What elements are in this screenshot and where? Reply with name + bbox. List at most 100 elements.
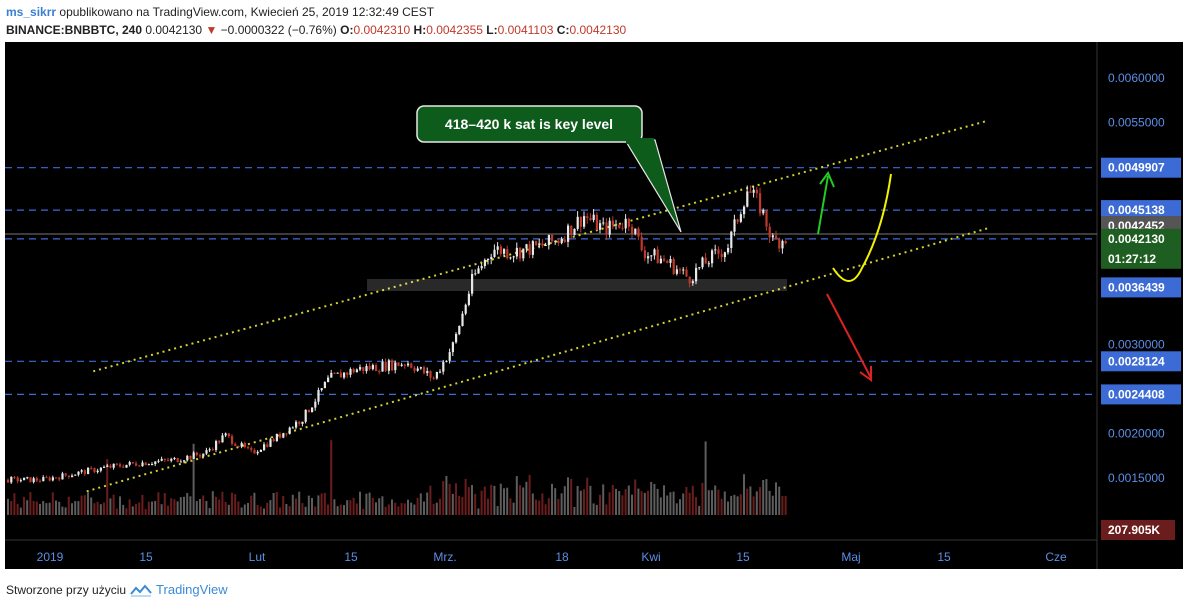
volume-bar bbox=[163, 493, 166, 515]
candle bbox=[269, 439, 272, 447]
volume-bar bbox=[461, 497, 464, 515]
candle bbox=[563, 239, 566, 242]
volume-bar bbox=[362, 508, 365, 515]
projected-path-curve[interactable] bbox=[832, 173, 892, 282]
channel-lower-line[interactable] bbox=[86, 227, 989, 493]
candle bbox=[611, 220, 614, 226]
countdown-tag bbox=[1101, 248, 1181, 269]
volume-bar bbox=[195, 501, 198, 515]
candle bbox=[711, 250, 714, 264]
volume-bar bbox=[304, 506, 307, 515]
level-price-tag-text: 0.0045138 bbox=[1108, 203, 1165, 217]
candle bbox=[253, 449, 256, 454]
candle bbox=[589, 218, 592, 220]
volume-bar bbox=[93, 503, 96, 515]
candle bbox=[544, 245, 547, 246]
volume-bar bbox=[615, 488, 617, 515]
candle bbox=[336, 372, 339, 374]
candle bbox=[714, 249, 717, 251]
volume-bar bbox=[346, 500, 349, 515]
volume-bar bbox=[432, 503, 435, 515]
candle bbox=[474, 273, 477, 275]
candle bbox=[615, 224, 618, 226]
volume-bar bbox=[151, 501, 153, 515]
level-price-tag bbox=[1101, 200, 1181, 221]
candle bbox=[435, 372, 438, 379]
volume-bar bbox=[199, 499, 201, 515]
callout-box[interactable] bbox=[416, 105, 643, 143]
footer-text: Stworzone przy użyciu bbox=[6, 582, 127, 597]
volume-bar bbox=[231, 492, 233, 515]
volume-bar bbox=[419, 493, 422, 515]
bearish-arrow[interactable] bbox=[826, 293, 872, 379]
candle bbox=[375, 365, 378, 371]
candle bbox=[595, 214, 598, 230]
tradingview-logo-icon[interactable] bbox=[130, 583, 152, 597]
candle bbox=[330, 372, 333, 378]
volume-bar bbox=[547, 498, 550, 515]
candle bbox=[576, 216, 579, 229]
volume-bar bbox=[711, 490, 713, 515]
candle bbox=[583, 216, 586, 227]
volume-bar bbox=[106, 459, 109, 515]
volume-bar bbox=[407, 499, 409, 515]
candle bbox=[541, 243, 544, 246]
candle bbox=[141, 462, 144, 467]
candle bbox=[723, 252, 726, 258]
candle bbox=[51, 477, 54, 481]
channel-upper-line[interactable] bbox=[92, 119, 989, 373]
volume-bar bbox=[570, 478, 573, 515]
candle bbox=[675, 269, 678, 274]
volume-bar bbox=[371, 497, 374, 515]
candle bbox=[432, 377, 435, 379]
volume-bar bbox=[471, 485, 473, 515]
volume-bar bbox=[717, 489, 720, 515]
candle bbox=[659, 258, 662, 264]
candle bbox=[688, 276, 691, 284]
volume-bar bbox=[208, 508, 211, 515]
volume-bar bbox=[429, 485, 432, 515]
volume-bar bbox=[391, 499, 393, 515]
volume-bar bbox=[727, 501, 729, 515]
high-label: H: bbox=[413, 23, 427, 37]
candle bbox=[119, 464, 122, 467]
bullish-arrow[interactable] bbox=[817, 175, 829, 235]
volume-bar bbox=[26, 500, 29, 515]
candle bbox=[538, 243, 541, 245]
volume-bar bbox=[551, 483, 553, 515]
candle bbox=[682, 269, 685, 271]
volume-bar bbox=[439, 498, 441, 515]
price-change: −0.0000322 (−0.76%) bbox=[220, 23, 337, 37]
price-chart[interactable]: 418–420 k sat is key level 0.0060000 0.00… bbox=[5, 42, 1183, 569]
volume-bar bbox=[144, 509, 147, 515]
candle bbox=[458, 326, 461, 335]
x-tick-label: Lut bbox=[249, 550, 266, 564]
candle bbox=[26, 477, 29, 479]
volume-bar bbox=[311, 498, 313, 515]
volume-bar bbox=[778, 486, 781, 515]
last-price: 0.0042130 bbox=[145, 23, 203, 37]
candle bbox=[592, 214, 595, 220]
candle bbox=[400, 364, 403, 366]
volume-bar bbox=[669, 492, 672, 515]
candle bbox=[247, 447, 250, 449]
candle bbox=[279, 434, 282, 438]
volume-bar bbox=[762, 480, 765, 515]
candle bbox=[640, 236, 643, 251]
last-price-tag-text: 0.0042130 bbox=[1108, 232, 1165, 246]
volume-bar bbox=[435, 502, 438, 515]
volume-bar bbox=[96, 501, 99, 515]
tradingview-link[interactable]: TradingView bbox=[156, 582, 228, 597]
volume-bar bbox=[637, 488, 640, 515]
candle bbox=[333, 372, 336, 374]
volume-bar bbox=[394, 502, 397, 515]
volume-bar bbox=[647, 490, 649, 515]
chart-area[interactable]: 418–420 k sat is key level 0.0060000 0.00… bbox=[5, 42, 1183, 569]
candle bbox=[74, 474, 77, 476]
volume-bar bbox=[487, 498, 489, 515]
volume-bar bbox=[483, 486, 486, 515]
volume-bar bbox=[426, 492, 429, 515]
last-price-tag bbox=[1101, 228, 1181, 249]
volume-bar bbox=[695, 497, 697, 515]
author-link[interactable]: ms_sikrr bbox=[6, 5, 57, 19]
